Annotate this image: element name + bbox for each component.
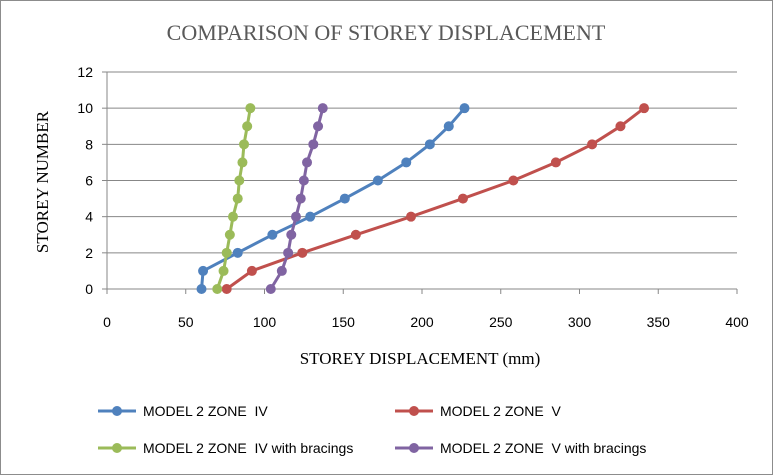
data-point bbox=[212, 284, 223, 294]
legend-item: MODEL 2 ZONE V with bracings bbox=[395, 440, 646, 456]
legend-label: MODEL 2 ZONE V bbox=[440, 403, 562, 419]
legend-marker bbox=[409, 406, 419, 416]
y-tick-label: 6 bbox=[85, 173, 93, 189]
legend-marker bbox=[409, 443, 419, 453]
data-point bbox=[283, 247, 294, 258]
data-point bbox=[339, 193, 350, 204]
x-tick-label: 250 bbox=[489, 314, 513, 330]
data-point bbox=[237, 157, 248, 168]
legend-marker bbox=[112, 443, 122, 453]
x-tick-label: 350 bbox=[647, 314, 671, 330]
data-point bbox=[246, 265, 257, 276]
data-point bbox=[224, 229, 235, 240]
data-point bbox=[297, 247, 308, 258]
data-point bbox=[267, 229, 278, 240]
series-4 bbox=[265, 103, 328, 294]
x-tick-label: 150 bbox=[332, 314, 356, 330]
data-point bbox=[508, 175, 519, 186]
data-point bbox=[313, 121, 324, 132]
x-tick-label: 0 bbox=[103, 314, 111, 330]
data-point bbox=[550, 157, 561, 168]
y-tick-label: 2 bbox=[85, 245, 93, 261]
data-point bbox=[424, 139, 435, 150]
x-axis-title: STOREY DISPLACEMENT (mm) bbox=[300, 349, 541, 368]
series-2 bbox=[221, 103, 650, 294]
y-tick-label: 8 bbox=[85, 136, 93, 152]
data-point bbox=[317, 103, 328, 114]
data-point bbox=[286, 229, 297, 240]
data-point bbox=[298, 175, 309, 186]
data-point bbox=[228, 211, 238, 222]
legend-item: MODEL 2 ZONE IV bbox=[98, 403, 268, 419]
data-point bbox=[308, 139, 319, 150]
legend-label: MODEL 2 ZONE IV bbox=[143, 403, 268, 419]
data-point bbox=[443, 121, 454, 132]
data-point bbox=[232, 247, 243, 258]
x-tick-label: 300 bbox=[568, 314, 592, 330]
legend-item: MODEL 2 ZONE V bbox=[395, 403, 562, 419]
legend-label: MODEL 2 ZONE IV with bracings bbox=[143, 440, 353, 456]
data-point bbox=[302, 157, 313, 168]
data-point bbox=[615, 121, 626, 132]
data-point bbox=[242, 121, 253, 132]
data-point bbox=[245, 103, 256, 114]
data-point bbox=[350, 229, 361, 240]
data-point bbox=[459, 103, 470, 114]
data-point bbox=[587, 139, 598, 150]
y-tick-label: 12 bbox=[77, 64, 93, 80]
data-point bbox=[276, 265, 287, 276]
y-axis-title: STOREY NUMBER bbox=[33, 110, 52, 253]
data-point bbox=[405, 211, 416, 222]
data-point bbox=[232, 193, 243, 204]
data-point bbox=[221, 284, 232, 294]
legend-label: MODEL 2 ZONE V with bracings bbox=[440, 440, 646, 456]
x-tick-label: 200 bbox=[410, 314, 434, 330]
y-tick-label: 4 bbox=[85, 209, 93, 225]
data-point bbox=[265, 284, 276, 294]
x-tick-label: 400 bbox=[725, 314, 749, 330]
y-tick-label: 0 bbox=[85, 281, 93, 297]
series-layer bbox=[196, 103, 650, 294]
series-line bbox=[225, 107, 646, 291]
chart-title: COMPARISON OF STOREY DISPLACEMENT bbox=[167, 20, 606, 45]
data-point bbox=[305, 211, 316, 222]
data-point bbox=[198, 265, 209, 276]
data-point bbox=[639, 103, 650, 114]
data-point bbox=[291, 211, 301, 222]
y-tick-label: 10 bbox=[77, 100, 93, 116]
data-point bbox=[196, 284, 207, 294]
gridlines bbox=[107, 71, 737, 254]
data-point bbox=[372, 175, 383, 186]
data-point bbox=[218, 265, 229, 276]
data-point bbox=[234, 175, 245, 186]
legend-item: MODEL 2 ZONE IV with bracings bbox=[98, 440, 353, 456]
series-3 bbox=[212, 103, 256, 294]
x-tick-label: 100 bbox=[253, 314, 277, 330]
data-point bbox=[239, 139, 250, 150]
x-tick-label: 50 bbox=[178, 314, 194, 330]
data-point bbox=[457, 193, 468, 204]
data-point bbox=[295, 193, 306, 204]
axes: 0 2 4 6 8 10 12 0 50 100 150 200 250 300 350 400 bbox=[77, 64, 748, 330]
legend: MODEL 2 ZONE IV MODEL 2 ZONE V MODEL 2 ZON… bbox=[98, 403, 646, 456]
data-point bbox=[401, 157, 412, 168]
data-point bbox=[221, 247, 232, 258]
legend-marker bbox=[112, 406, 122, 416]
